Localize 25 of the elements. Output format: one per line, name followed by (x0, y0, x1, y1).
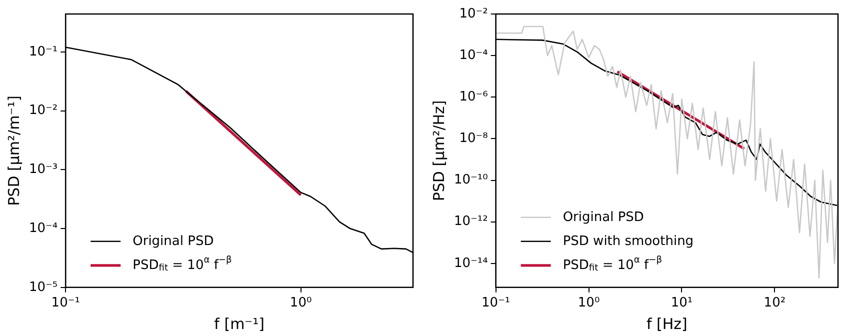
y-axis-title: PSD [µm²/Hz] (430, 100, 448, 202)
legend-label: PSD with smoothing (562, 234, 694, 249)
x-tick-label: 10⁰ (290, 296, 312, 311)
y-tick-label: 10⁻¹ (28, 44, 58, 60)
y-tick-label: 10⁻⁴ (459, 48, 488, 63)
x-tick-label: 10⁻¹ (482, 296, 510, 311)
y-axis-title: PSD [µm²/m⁻¹] (4, 96, 23, 206)
y-tick-label: 10⁻³ (28, 162, 58, 178)
y-tick-label: 10⁻⁴ (28, 220, 58, 236)
legend-label: Original PSD (132, 234, 214, 249)
y-tick-label: 10⁻¹² (454, 214, 488, 230)
y-tick-label: 10⁻¹⁴ (454, 256, 488, 271)
y-tick-label: 10⁻² (28, 103, 58, 118)
y-tick-label: 10⁻⁶ (459, 90, 488, 105)
y-tick-label: 10⁻¹⁰ (454, 172, 488, 188)
x-tick-label: 10² (764, 296, 786, 311)
x-tick-label: 10¹ (670, 296, 693, 311)
x-axis-title: f [m⁻¹] (214, 314, 264, 333)
x-tick-label: 10⁻¹ (51, 296, 80, 311)
y-tick-label: 10⁻⁸ (459, 131, 488, 146)
x-tick-label: 10⁰ (578, 296, 600, 311)
x-axis-title: f [Hz] (646, 314, 688, 333)
y-tick-label: 10⁻² (459, 6, 488, 22)
y-tick-label: 10⁻⁵ (28, 280, 58, 295)
legend-label: Original PSD (562, 210, 644, 225)
